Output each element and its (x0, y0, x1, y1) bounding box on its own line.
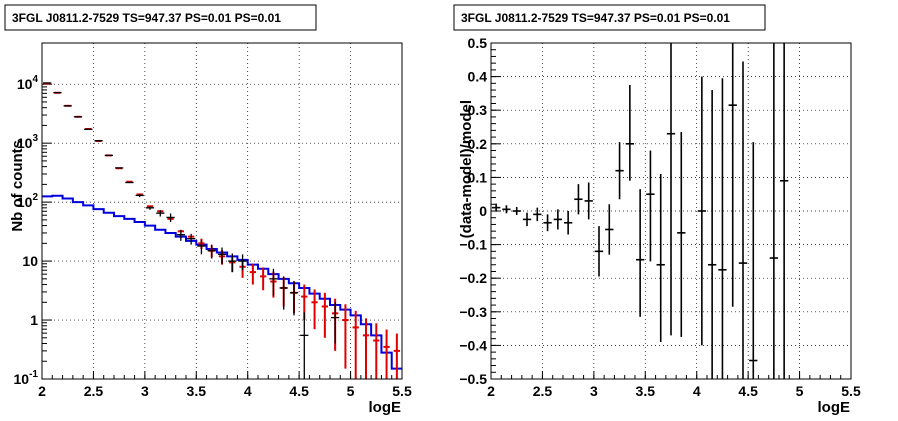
counts-y-tick-label: 103 (17, 133, 39, 151)
residual-chart-title-box (453, 4, 766, 31)
residual-x-tick-label: 2 (487, 383, 495, 399)
counts-y-tick-label: 10 (22, 253, 38, 269)
residual-chart-frame (490, 42, 852, 380)
counts-chart-grid (42, 43, 402, 379)
residual-y-tick-label: −0.2 (459, 270, 487, 286)
counts-x-tick-label: 4.5 (289, 383, 309, 399)
counts-x-tick-label: 3 (141, 383, 149, 399)
residual-y-tick-label: 0.1 (468, 169, 488, 185)
counts-y-tick-label: 1 (30, 312, 38, 328)
counts-x-tick-label: 5 (347, 383, 355, 399)
counts-chart-xlabel: logE (369, 399, 402, 416)
counts-y-tick-label: 102 (17, 192, 39, 210)
residual-chart-xlabel: logE (818, 399, 851, 416)
residual-y-tick-label: 0 (479, 203, 487, 219)
residual-x-tick-label: 3.5 (636, 383, 656, 399)
residual-x-tick-label: 5.5 (841, 383, 861, 399)
counts-x-tick-label: 2.5 (84, 383, 104, 399)
residual-y-tick-label: −0.4 (459, 337, 487, 353)
residual-x-tick-label: 5 (796, 383, 804, 399)
residual-x-tick-label: 4.5 (738, 383, 758, 399)
residual-y-tick-label: 0.4 (468, 69, 488, 85)
counts-y-tick-label: 10-1 (14, 369, 39, 387)
counts-chart-ticks: 2 2.5 3 3.5 4 4.5 5 5.5 10-1 1 10 102 103 104 (14, 74, 412, 399)
counts-chart-title-box (4, 4, 317, 31)
counts-y-tick-label: 104 (17, 74, 39, 92)
residual-chart-title: 3FGL J0811.2-7529 TS=947.37 PS=0.01 PS=0… (461, 11, 730, 25)
counts-chart-ylabel: Nb of counts (9, 140, 26, 232)
residual-y-tick-label: −0.3 (459, 304, 487, 320)
counts-x-tick-label: 5.5 (392, 383, 412, 399)
residual-y-tick-label: 0.2 (468, 136, 488, 152)
counts-chart-frame (41, 42, 403, 380)
counts-chart-panel: 3FGL J0811.2-7529 TS=947.37 PS=0.01 PS=0… (4, 4, 412, 416)
residual-chart-ticks: 2 2.5 3 3.5 4 4.5 5 5.5 −0.5 −0.4 −0.3 −0.2 −0.1 0 0.1… (459, 35, 861, 399)
residual-y-tick-label: −0.5 (459, 371, 487, 387)
counts-x-tick-label: 4 (244, 383, 252, 399)
residual-chart-series (492, 43, 789, 379)
residual-y-tick-label: 0.3 (468, 102, 488, 118)
residual-chart-panel: 3FGL J0811.2-7529 TS=947.37 PS=0.01 PS=0… (453, 4, 861, 416)
residual-chart-ylabel: (data-model)/model (458, 100, 475, 238)
counts-x-tick-label: 3.5 (187, 383, 207, 399)
residual-y-tick-label: 0.5 (468, 35, 488, 51)
background-model-histogram (42, 194, 402, 370)
residual-x-tick-label: 2.5 (533, 383, 553, 399)
counts-chart-title: 3FGL J0811.2-7529 TS=947.37 PS=0.01 PS=0… (12, 11, 281, 25)
counts-x-tick-label: 2 (38, 383, 46, 399)
counts-chart-series (42, 82, 402, 379)
residual-x-tick-label: 4 (693, 383, 701, 399)
residual-y-tick-label: −0.1 (459, 237, 487, 253)
residual-x-tick-label: 3 (590, 383, 598, 399)
